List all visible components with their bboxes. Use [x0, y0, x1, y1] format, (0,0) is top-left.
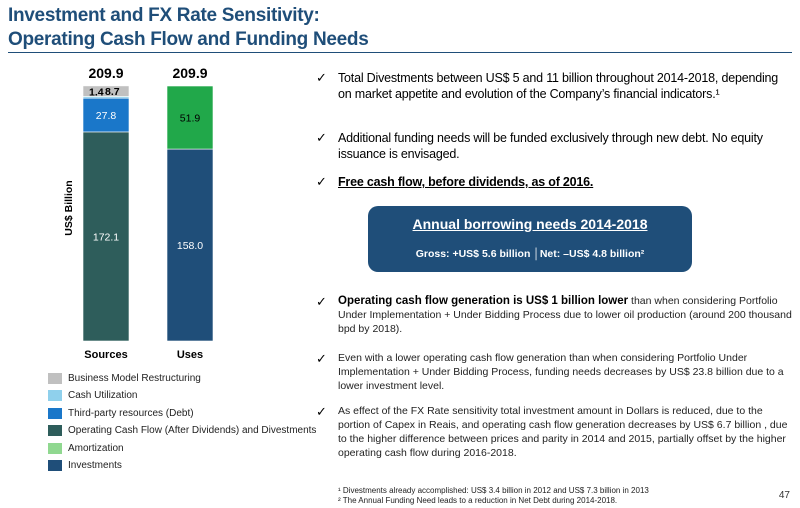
- legend-item: Cash Utilization: [48, 390, 137, 402]
- check-icon: ✓: [316, 70, 327, 85]
- legend-label: Cash Utilization: [68, 390, 138, 401]
- footnote-2: ² The Annual Funding Need leads to a red…: [338, 496, 618, 505]
- data-label: 27.8: [96, 110, 117, 122]
- legend-swatch: [48, 460, 62, 471]
- check-icon: ✓: [316, 351, 327, 366]
- bar-segment: [166, 85, 214, 150]
- bar-segment: [166, 148, 214, 342]
- legend-label: Investments: [68, 460, 122, 471]
- borrowing-title: Annual borrowing needs 2014-2018: [412, 216, 648, 232]
- bullet-divestments: ✓ Total Divestments between US$ 5 and 11…: [316, 70, 792, 102]
- legend-item: Business Model Restructuring: [48, 372, 201, 384]
- data-label: 8.7: [105, 86, 120, 98]
- bullet-funding: ✓ Additional funding needs will be funde…: [316, 130, 792, 162]
- bar-segment: [82, 97, 130, 133]
- check-icon: ✓: [316, 130, 327, 145]
- legend-item: Investments: [48, 460, 122, 472]
- bullet-bold-text: Operating cash flow generation is US$ 1 …: [338, 295, 629, 307]
- footnote-1: ¹ Divestments already accomplished: US$ …: [338, 486, 649, 495]
- legend-item: Operating Cash Flow (After Dividends) an…: [48, 425, 316, 437]
- legend-item: Amortization: [48, 442, 124, 454]
- bullet-text: As effect of the FX Rate sensitivity tot…: [338, 405, 788, 459]
- check-icon: ✓: [316, 404, 327, 419]
- bullet-text: Free cash flow, before dividends, as of …: [338, 175, 594, 189]
- legend-swatch: [48, 372, 62, 384]
- data-label: 172.1: [93, 231, 119, 243]
- title-line-1: Investment and FX Rate Sensitivity:: [8, 5, 320, 26]
- data-label: 1.4: [89, 86, 104, 98]
- bullet-funding-needs: ✓ Even with a lower operating cash flow …: [316, 351, 792, 393]
- bullet-text: Additional funding needs will be funded …: [338, 131, 763, 161]
- category-label: Sources: [84, 349, 127, 361]
- page-number: 47: [778, 490, 790, 501]
- borrowing-needs-box: Annual borrowing needs 2014-2018 Gross: …: [368, 206, 692, 272]
- bullet-rest-text: than when considering Portfolio Under Im…: [338, 295, 792, 335]
- y-axis-label: US$ Billion: [63, 180, 75, 235]
- legend-label: Amortization: [68, 442, 124, 454]
- title-line-2: Operating Cash Flow and Funding Needs: [8, 29, 369, 50]
- bar-total-label: 209.9: [172, 65, 207, 81]
- bullet-operating-cash-flow: ✓ Operating cash flow generation is US$ …: [316, 294, 792, 336]
- data-label: 51.9: [180, 113, 201, 125]
- legend-swatch: [48, 407, 62, 419]
- borrowing-detail: Gross: +US$ 5.6 billion │Net: –US$ 4.8 b…: [415, 248, 645, 260]
- legend-swatch: [48, 390, 62, 401]
- bar-segment: [82, 131, 130, 342]
- legend-label: Operating Cash Flow (After Dividends) an…: [68, 425, 317, 436]
- bullet-text: Operating cash flow generation is US$ 1 …: [338, 294, 792, 336]
- category-label: Uses: [177, 349, 203, 361]
- legend-label: Business Model Restructuring: [68, 372, 201, 384]
- bullet-free-cash-flow: ✓ Free cash flow, before dividends, as o…: [316, 174, 792, 190]
- bullet-fx-rate: ✓ As effect of the FX Rate sensitivity t…: [316, 404, 792, 460]
- check-icon: ✓: [316, 174, 327, 189]
- legend-swatch: [48, 425, 62, 436]
- legend-label: Third-party resources (Debt): [68, 407, 194, 419]
- slide-title: Investment and FX Rate Sensitivity: Oper…: [8, 4, 369, 52]
- bar-segment: [82, 85, 130, 97]
- legend-item: Third-party resources (Debt): [48, 407, 194, 419]
- bullet-text: Total Divestments between US$ 5 and 11 b…: [338, 71, 779, 101]
- title-underline: [8, 52, 792, 53]
- bullet-text: Even with a lower operating cash flow ge…: [338, 352, 784, 392]
- bar-total-label: 209.9: [88, 65, 123, 81]
- data-label: 158.0: [177, 240, 203, 252]
- footnotes: ¹ Divestments already accomplished: US$ …: [338, 486, 649, 506]
- legend-swatch: [48, 442, 62, 454]
- stacked-bar-chart: 172.1 27.8 1.4 8.7 209.9 Sources 158.0 51.9 209.…: [63, 65, 214, 361]
- check-icon: ✓: [316, 294, 327, 309]
